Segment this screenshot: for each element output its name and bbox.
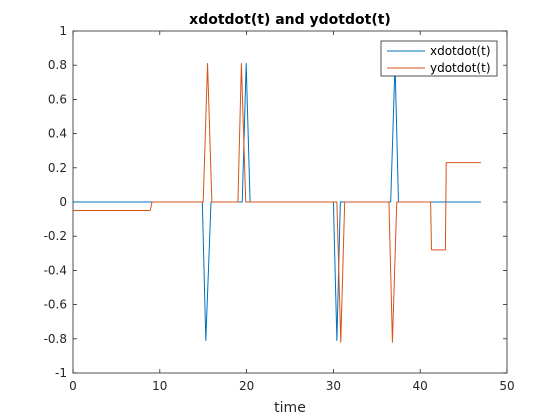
- series-line-ydotdot-t: [73, 62, 481, 343]
- y-tick-label: -0.2: [44, 229, 67, 243]
- y-tick-label: -0.4: [44, 263, 67, 277]
- x-tick-label: 50: [499, 379, 514, 393]
- x-axis-label: time: [274, 400, 306, 416]
- x-tick-label: 10: [152, 379, 167, 393]
- legend: xdotdot(t) ydotdot(t): [380, 40, 498, 77]
- y-axis-ticks: -1 -0.8 -0.6 -0.4 -0.2 0 0.2 0.4 0.6 0.8 1: [44, 24, 507, 380]
- y-tick-label: 1: [59, 24, 67, 38]
- legend-label-ydotdot: ydotdot(t): [430, 61, 491, 75]
- y-tick-label: -1: [55, 366, 67, 380]
- y-tick-label: 0.4: [48, 127, 67, 141]
- x-tick-label: 40: [413, 379, 428, 393]
- y-tick-label: 0: [59, 195, 67, 209]
- x-axis-ticks: 0 10 20 30 40 50: [69, 31, 515, 393]
- y-tick-label: -0.8: [44, 332, 67, 346]
- legend-box: [380, 40, 498, 77]
- y-tick-label: 0.2: [48, 161, 67, 175]
- legend-label-xdotdot: xdotdot(t): [430, 44, 491, 58]
- y-tick-label: 0.6: [48, 92, 67, 106]
- x-tick-label: 20: [239, 379, 254, 393]
- x-tick-label: 30: [326, 379, 341, 393]
- chart-title: xdotdot(t) and ydotdot(t): [189, 12, 391, 28]
- series-layer: [73, 62, 481, 343]
- plot-border: [72, 30, 508, 374]
- y-tick-label: -0.6: [44, 298, 67, 312]
- y-tick-label: 0.8: [48, 58, 67, 72]
- x-tick-label: 0: [69, 379, 77, 393]
